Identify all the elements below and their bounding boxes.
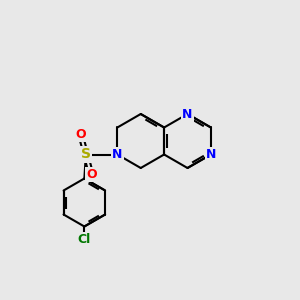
Text: N: N	[206, 148, 216, 161]
Text: Cl: Cl	[78, 232, 91, 246]
Text: N: N	[112, 148, 122, 161]
Text: N: N	[182, 107, 193, 121]
Text: O: O	[75, 128, 86, 141]
Text: O: O	[86, 168, 97, 182]
Text: S: S	[81, 148, 91, 161]
